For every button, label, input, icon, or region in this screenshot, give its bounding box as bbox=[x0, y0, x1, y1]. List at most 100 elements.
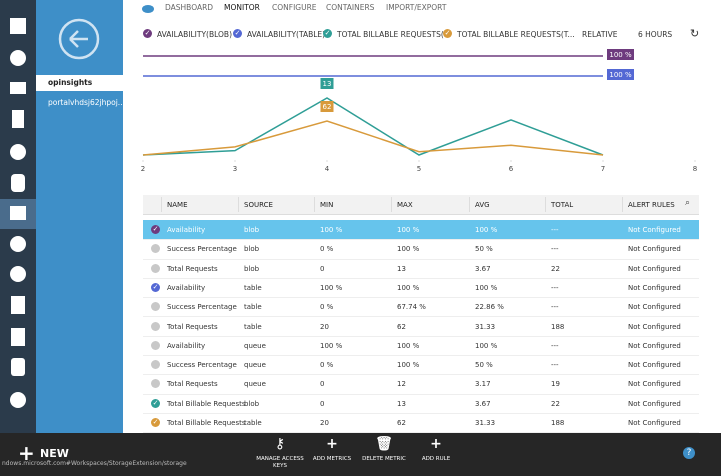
column-header[interactable]: NAME bbox=[167, 201, 188, 209]
table-cell: Not Configured bbox=[628, 399, 681, 408]
table-cell: table bbox=[244, 322, 262, 331]
nav-item[interactable]: portalvhdsj62jhpoj... bbox=[48, 98, 123, 107]
table-row[interactable] bbox=[143, 317, 699, 337]
table-row[interactable] bbox=[143, 374, 699, 395]
column-separator bbox=[469, 197, 470, 212]
column-separator bbox=[622, 197, 623, 212]
icon-vs[interactable] bbox=[11, 328, 25, 346]
tab[interactable]: IMPORT/EXPORT bbox=[386, 3, 447, 12]
table-row[interactable] bbox=[143, 413, 699, 434]
table-cell: --- bbox=[551, 361, 559, 370]
help-button[interactable]: ? bbox=[683, 447, 695, 459]
legend-check[interactable]: ✓ bbox=[443, 29, 452, 38]
range-mode[interactable]: RELATIVE bbox=[582, 30, 618, 39]
legend-check[interactable]: ✓ bbox=[143, 29, 152, 38]
column-header[interactable]: MAX bbox=[397, 201, 413, 209]
icon-cache[interactable] bbox=[11, 358, 25, 376]
icon-media[interactable] bbox=[10, 266, 26, 282]
legend-check[interactable]: ✓ bbox=[323, 29, 332, 38]
icon-service-bus[interactable] bbox=[11, 296, 25, 314]
row-check[interactable] bbox=[151, 321, 160, 331]
new-button[interactable]: NEW bbox=[40, 447, 69, 460]
icon-all[interactable] bbox=[10, 18, 26, 34]
row-check[interactable] bbox=[151, 360, 160, 370]
tab[interactable]: DASHBOARD bbox=[165, 3, 214, 12]
icon-mobile[interactable] bbox=[12, 110, 24, 128]
table-cell: Not Configured bbox=[628, 341, 681, 350]
column-header[interactable]: ALERT RULES bbox=[628, 201, 675, 209]
icon-db[interactable] bbox=[11, 174, 25, 192]
x-tick-label: 7 bbox=[601, 165, 605, 173]
row-check[interactable] bbox=[151, 244, 160, 254]
icon-cloud[interactable] bbox=[10, 144, 26, 160]
callout-box bbox=[320, 78, 334, 89]
icon-storage[interactable] bbox=[10, 206, 26, 220]
table-cell: --- bbox=[551, 341, 559, 350]
table-cell: 100 % bbox=[397, 341, 420, 350]
column-header[interactable]: MIN bbox=[320, 201, 334, 209]
icon-vm[interactable] bbox=[10, 82, 26, 94]
refresh-button[interactable]: ↻ bbox=[690, 27, 700, 40]
legend: ✓ AVAILABILITY(BLOB) ✓ AVAILABILITY(TABLE) ✓… bbox=[143, 28, 575, 42]
column-header[interactable]: SOURCE bbox=[244, 201, 273, 209]
action-label[interactable]: MANAGE ACCESS KEYS bbox=[256, 456, 304, 469]
tab[interactable]: MONITOR bbox=[224, 3, 260, 12]
tab[interactable]: CONFIGURE bbox=[272, 3, 317, 12]
nav-item[interactable]: opinsights bbox=[36, 75, 123, 91]
row-check[interactable]: ✓ bbox=[151, 398, 160, 408]
table-row[interactable] bbox=[143, 394, 699, 414]
row-check[interactable] bbox=[151, 302, 160, 312]
table-cell: table bbox=[244, 283, 262, 292]
action-icon[interactable]: + bbox=[326, 436, 338, 452]
table-cell: 13 bbox=[397, 264, 406, 273]
range-select[interactable]: 6 HOURS bbox=[638, 30, 673, 39]
row-check[interactable] bbox=[151, 379, 160, 389]
action-icon[interactable]: ⚷ bbox=[274, 436, 286, 452]
column-separator bbox=[314, 197, 315, 212]
action-icon[interactable]: + bbox=[430, 436, 442, 452]
table-cell: 100 % bbox=[475, 226, 498, 234]
action-icon[interactable]: 🗑 bbox=[375, 436, 393, 452]
table-cell: 3.17 bbox=[475, 380, 491, 389]
table-cell: queue bbox=[244, 361, 266, 370]
table-cell: queue bbox=[244, 380, 266, 389]
chart: 2 3 4 5 6 7 8 100 % 100 % 13 62 bbox=[141, 49, 697, 173]
table-row[interactable] bbox=[143, 355, 699, 376]
callout-box bbox=[607, 69, 634, 80]
row-check[interactable]: ✓ bbox=[151, 282, 160, 292]
table-cell: 0 bbox=[320, 380, 325, 389]
table-cell: Total Requests bbox=[167, 264, 218, 273]
table-cell: 3.67 bbox=[475, 264, 491, 273]
action-label[interactable]: ADD RULE bbox=[421, 456, 451, 462]
action-label[interactable]: DELETE METRIC bbox=[362, 456, 406, 462]
icon-network[interactable] bbox=[10, 392, 26, 408]
table-row[interactable] bbox=[143, 297, 699, 318]
column-header[interactable]: AVG bbox=[475, 201, 490, 209]
row-check[interactable]: ✓ bbox=[151, 225, 160, 234]
new-icon[interactable]: + bbox=[18, 441, 35, 465]
column-header[interactable]: TOTAL bbox=[551, 201, 574, 209]
table-cell: blob bbox=[244, 264, 260, 273]
table-cell: Availability bbox=[167, 226, 206, 234]
table-row[interactable] bbox=[143, 336, 699, 357]
table-cell: 100 % bbox=[397, 226, 420, 234]
table-row[interactable] bbox=[143, 259, 699, 279]
table-row[interactable] bbox=[143, 239, 699, 260]
icon-sidebar bbox=[0, 0, 36, 433]
icon-hdinsight[interactable] bbox=[10, 236, 26, 252]
table-cell: table bbox=[244, 303, 262, 312]
row-check[interactable] bbox=[151, 263, 160, 273]
action-label[interactable]: ADD METRICS bbox=[312, 456, 352, 462]
row-check[interactable] bbox=[151, 340, 160, 350]
back-button[interactable] bbox=[58, 18, 100, 60]
table-cell: 100 % bbox=[397, 245, 420, 254]
row-check[interactable]: ✓ bbox=[151, 418, 160, 427]
icon-web[interactable] bbox=[10, 50, 26, 66]
table-row[interactable] bbox=[143, 220, 699, 241]
legend-check[interactable]: ✓ bbox=[233, 29, 242, 38]
table-cell: Success Percentage bbox=[167, 245, 237, 254]
table-row[interactable] bbox=[143, 278, 699, 299]
tab[interactable]: CONTAINERS bbox=[326, 3, 375, 12]
search-icon[interactable]: ⌕ bbox=[685, 198, 691, 208]
